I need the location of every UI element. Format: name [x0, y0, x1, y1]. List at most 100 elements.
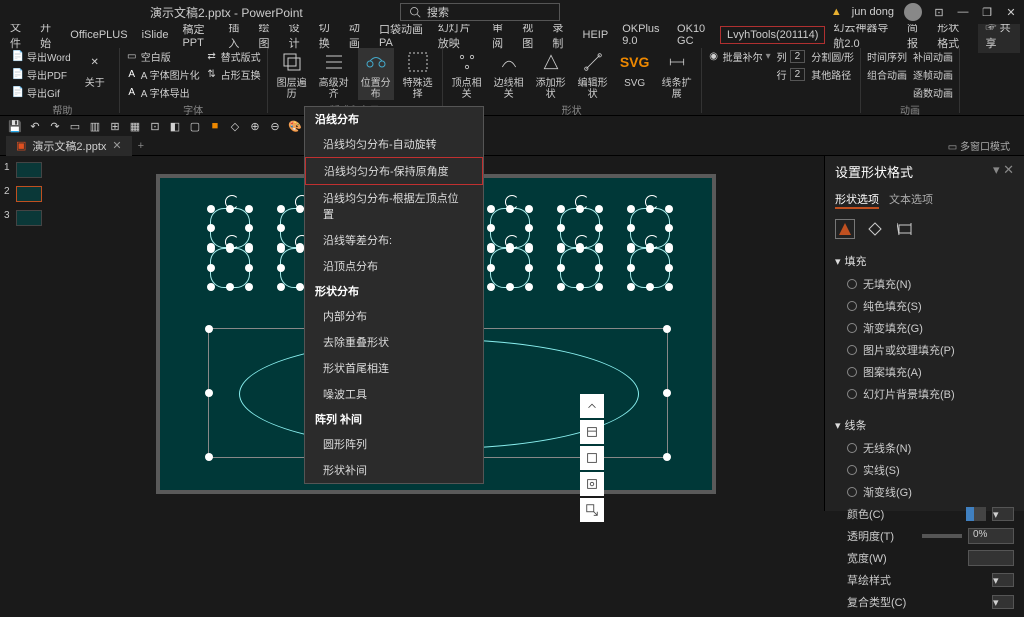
edge-related[interactable]: 边线相关 [491, 48, 527, 100]
dropdown-item[interactable]: 圆形阵列 [305, 431, 483, 457]
qat-undo-icon[interactable]: ↶ [28, 119, 42, 133]
qat-save-icon[interactable]: 💾 [8, 119, 22, 133]
effects-icon[interactable] [865, 219, 885, 239]
transparency-slider[interactable] [922, 534, 962, 538]
rounded-square-shape[interactable] [630, 248, 670, 288]
frame-anim[interactable]: 逐帧动画 [913, 66, 953, 82]
compound-dropdown[interactable]: ▾ [992, 595, 1014, 609]
pane-close-icon[interactable]: ▾ ✕ [993, 162, 1014, 181]
close-icon[interactable]: ✕ [1004, 6, 1018, 19]
placeholder-swap[interactable]: ⇅占形互换 [206, 66, 261, 82]
float-tool[interactable] [580, 498, 604, 522]
export-pdf[interactable]: 📄导出PDF [12, 66, 71, 82]
qat-icon[interactable]: ▢ [188, 119, 202, 133]
special-select[interactable]: 特殊选择 [400, 48, 436, 100]
fill-line-icon[interactable] [835, 219, 855, 239]
restore-icon[interactable]: ❐ [980, 6, 994, 19]
blank-layout[interactable]: ▭空白版 [126, 48, 200, 64]
color-swatch[interactable] [966, 507, 986, 521]
fill-header[interactable]: ▾填充 [835, 249, 1014, 273]
qat-icon[interactable]: ◇ [228, 119, 242, 133]
add-tab-icon[interactable]: + [132, 140, 150, 152]
float-tool[interactable] [580, 420, 604, 444]
qat-icon[interactable]: ⊕ [248, 119, 262, 133]
rounded-square-shape[interactable] [560, 248, 600, 288]
solid-line-option[interactable]: 实线(S) [835, 459, 1014, 481]
vertex-related[interactable]: 顶点相关 [449, 48, 485, 100]
dropdown-item[interactable]: 沿线均匀分布-根据左顶点位置 [305, 185, 483, 227]
ribbon-tab[interactable]: HEIP [577, 27, 615, 43]
advanced-align[interactable]: 高级对齐 [316, 48, 352, 100]
no-line-option[interactable]: 无线条(N) [835, 437, 1014, 459]
ribbon-tab[interactable]: iSlide [136, 27, 175, 43]
dropdown-item[interactable]: 形状首尾相连 [305, 355, 483, 381]
solid-fill-option[interactable]: 纯色填充(S) [835, 295, 1014, 317]
text-options-tab[interactable]: 文本选项 [889, 191, 933, 209]
float-tool[interactable] [580, 394, 604, 418]
edit-shape[interactable]: 编辑形状 [575, 48, 611, 100]
line-expand[interactable]: 线条扩展 [659, 48, 695, 100]
qat-icon[interactable]: ⊖ [268, 119, 282, 133]
qat-icon[interactable]: ▦ [128, 119, 142, 133]
qat-icon[interactable]: ▭ [68, 119, 82, 133]
ribbon-tab[interactable]: OKPlus 9.0 [616, 21, 669, 49]
qat-icon[interactable]: 🎨 [288, 119, 302, 133]
add-shape[interactable]: 添加形状 [533, 48, 569, 100]
qat-icon[interactable]: ■ [208, 119, 222, 133]
qat-icon[interactable]: ◧ [168, 119, 182, 133]
dropdown-item[interactable]: 内部分布 [305, 303, 483, 329]
sketch-dropdown[interactable]: ▾ [992, 573, 1014, 587]
width-input[interactable] [968, 550, 1014, 566]
dropdown-item[interactable]: 沿线均匀分布-保持原角度 [305, 157, 483, 185]
svg-button[interactable]: SVGSVG [617, 48, 653, 89]
qat-redo-icon[interactable]: ↷ [48, 119, 62, 133]
ribbon-tab[interactable]: OfficePLUS [64, 27, 133, 43]
document-tab[interactable]: ▣ 演示文稿2.pptx ✕ [6, 136, 132, 156]
avatar[interactable] [904, 3, 922, 21]
float-tool[interactable] [580, 472, 604, 496]
row-input[interactable]: 行2 [777, 66, 806, 82]
gradient-fill-option[interactable]: 渐变填充(G) [835, 317, 1014, 339]
tween-anim[interactable]: 补间动画 [913, 48, 953, 64]
dropdown-item[interactable]: 沿线等差分布: [305, 227, 483, 253]
slide-thumb[interactable]: 3 [4, 210, 44, 226]
gradient-line-option[interactable]: 渐变线(G) [835, 481, 1014, 503]
dropdown-item[interactable]: 沿线均匀分布-自动旋转 [305, 131, 483, 157]
qat-icon[interactable]: ⊞ [108, 119, 122, 133]
search-box[interactable]: 搜索 [400, 3, 560, 21]
batch-boolean[interactable]: ◉批量补尔▾ [708, 48, 771, 64]
pattern-fill-option[interactable]: 图案填充(A) [835, 361, 1014, 383]
size-icon[interactable] [895, 219, 915, 239]
time-series[interactable]: 时间序列 [867, 48, 907, 64]
position-distribute[interactable]: 位置分布 [358, 48, 394, 100]
dropdown-item[interactable]: 形状补间 [305, 457, 483, 483]
font-to-image[interactable]: AA 字体图片化 [126, 66, 200, 82]
qat-icon[interactable]: ⊡ [148, 119, 162, 133]
minimize-icon[interactable]: — [956, 6, 970, 18]
col-input[interactable]: 列2 [777, 48, 806, 64]
combine-anim[interactable]: 组合动画 [867, 66, 907, 82]
other-path[interactable]: 其他路径 [811, 66, 854, 82]
export-word[interactable]: 📄导出Word [12, 48, 71, 64]
font-export[interactable]: AA 字体导出 [126, 84, 200, 100]
slide-thumb[interactable]: 1 [4, 162, 44, 178]
slide-bg-fill-option[interactable]: 幻灯片背景填充(B) [835, 383, 1014, 405]
picture-fill-option[interactable]: 图片或纹理填充(P) [835, 339, 1014, 361]
ribbon-tab[interactable]: OK10 GC [671, 21, 718, 49]
shape-options-tab[interactable]: 形状选项 [835, 191, 879, 209]
line-header[interactable]: ▾线条 [835, 413, 1014, 437]
multi-window-button[interactable]: ▭ 多窗口模式 [940, 138, 1018, 153]
ribbon-tab[interactable]: LvyhTools(201114) [720, 26, 825, 44]
close-tab-icon[interactable]: ✕ [112, 139, 121, 152]
slide-thumb[interactable]: 2 [4, 186, 44, 202]
dropdown-item[interactable]: 沿顶点分布 [305, 253, 483, 279]
layer-traverse[interactable]: 图层遍历 [274, 48, 310, 100]
about-button[interactable]: ✕关于 [77, 48, 113, 89]
dropdown-item[interactable]: 去除重叠形状 [305, 329, 483, 355]
rounded-square-shape[interactable] [210, 248, 250, 288]
replace-layout[interactable]: ⇄替式版式 [206, 48, 261, 64]
ribbon-opts-icon[interactable]: ⊡ [932, 6, 946, 19]
qat-icon[interactable]: ▥ [88, 119, 102, 133]
color-dropdown[interactable]: ▾ [992, 507, 1014, 521]
no-fill-option[interactable]: 无填充(N) [835, 273, 1014, 295]
